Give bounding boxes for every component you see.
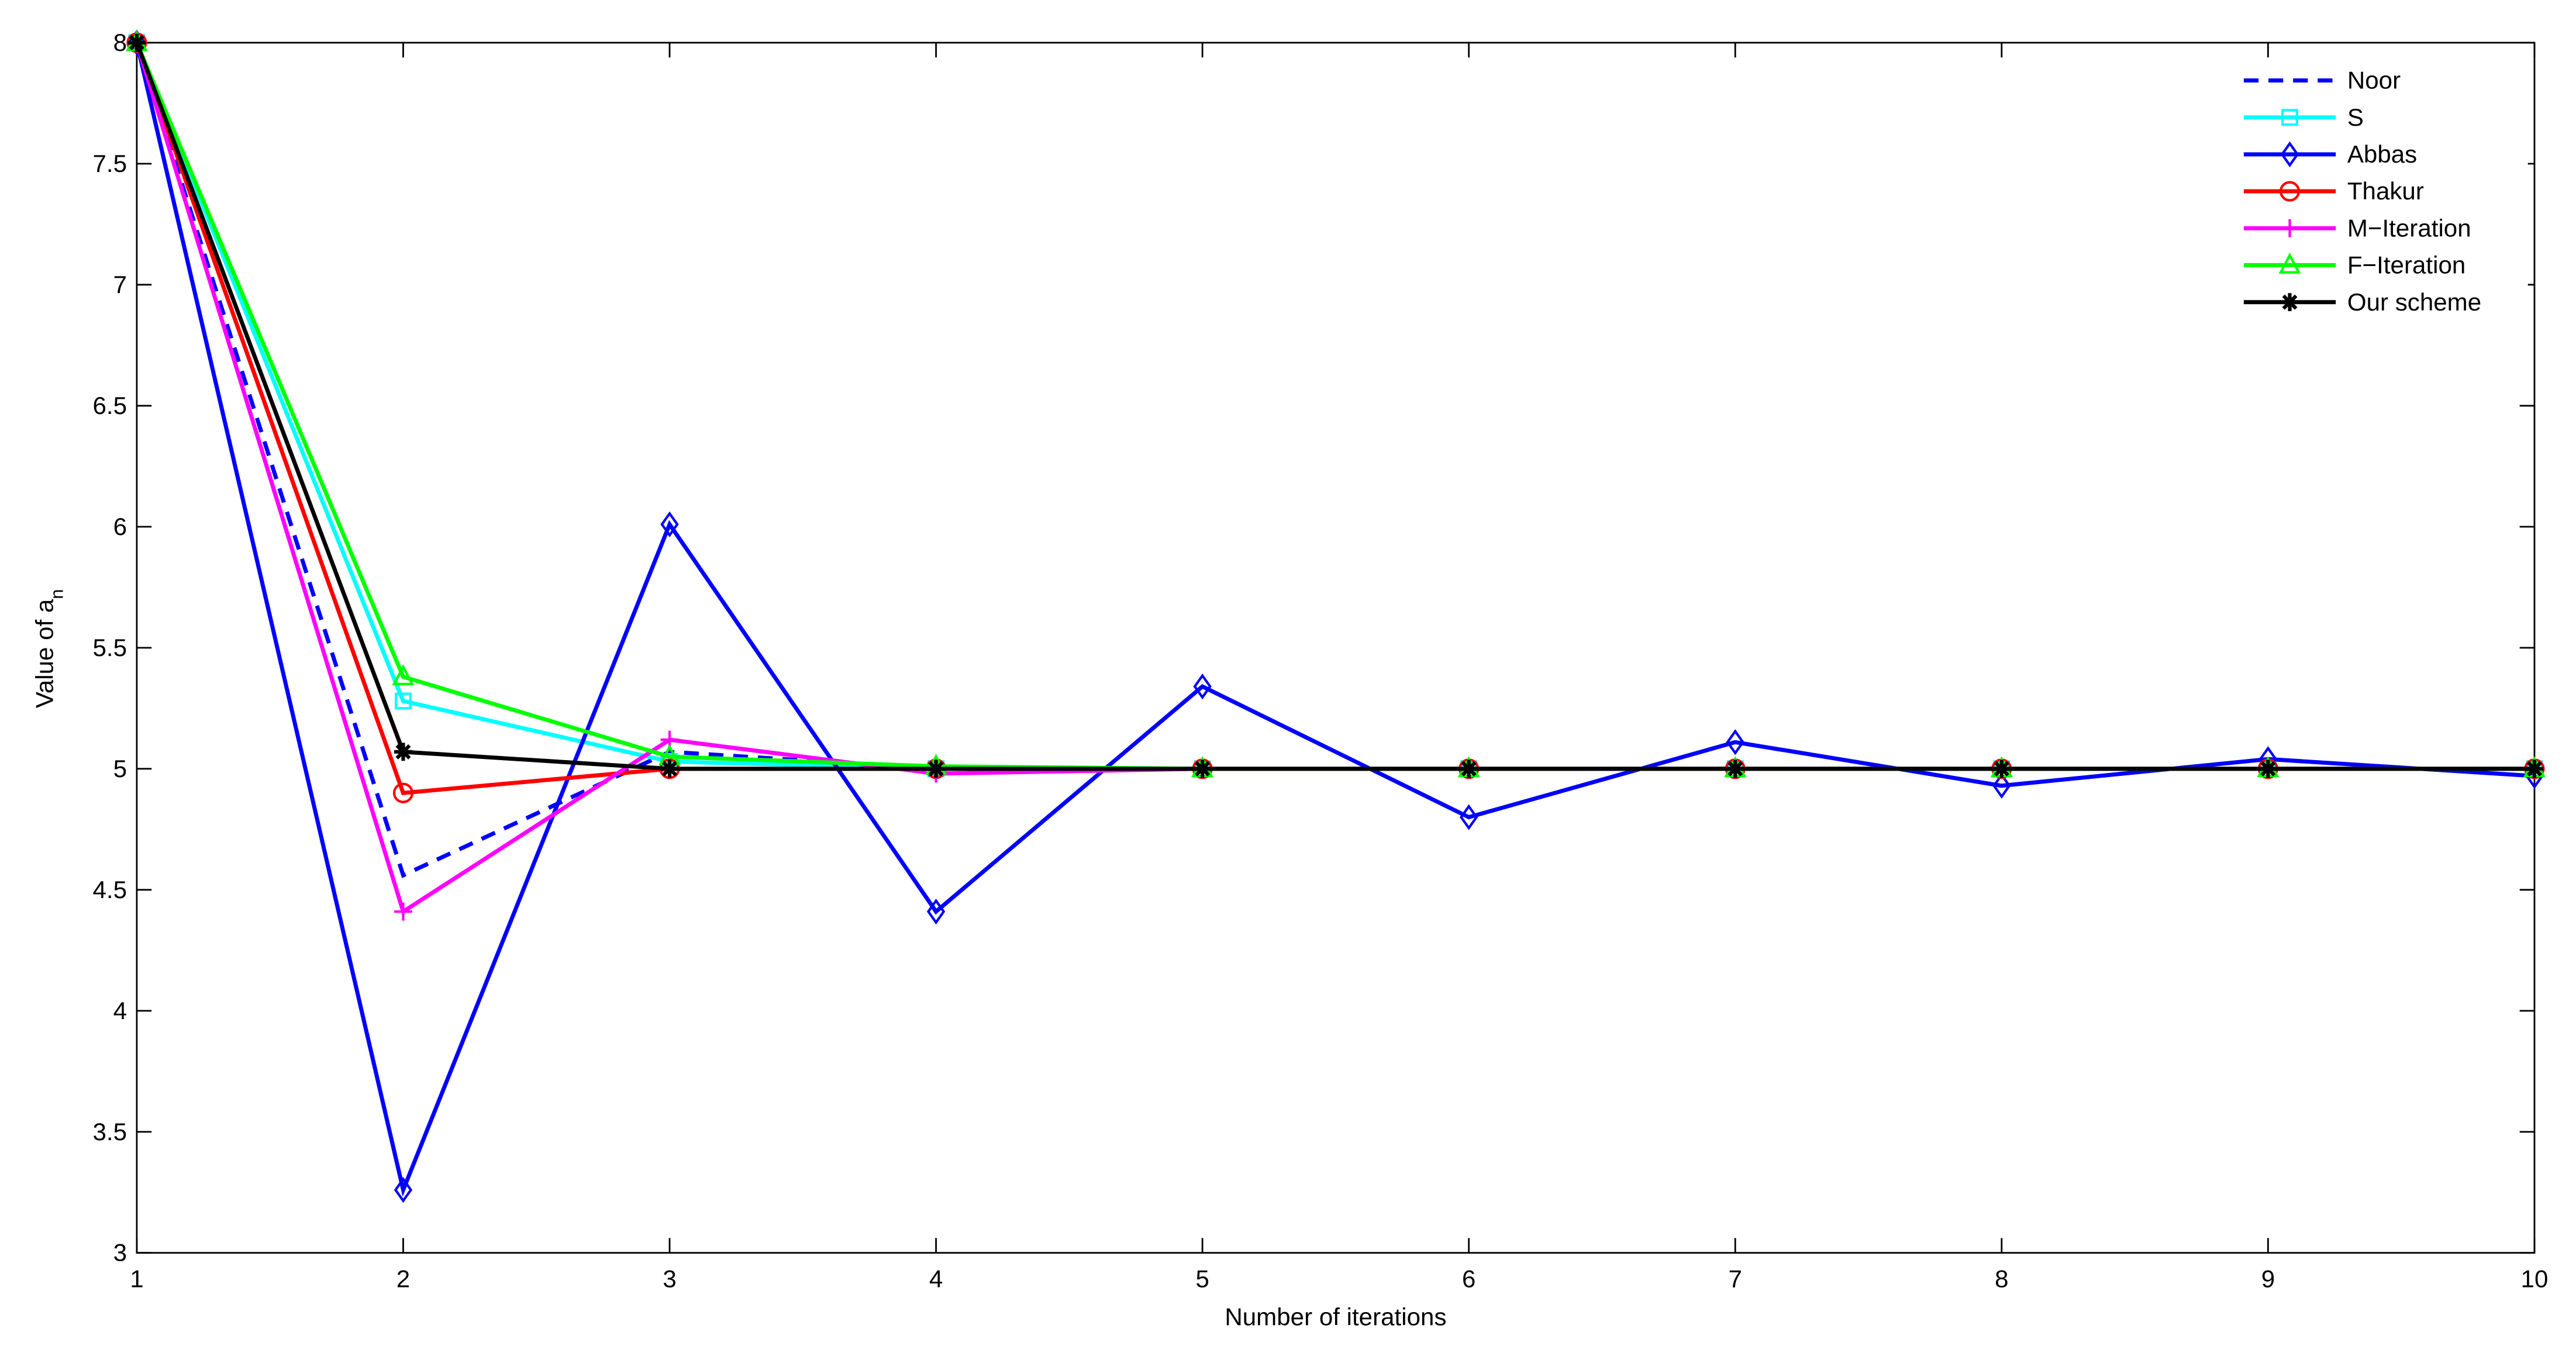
legend-entry: Thakur — [2243, 177, 2424, 205]
y-tick-label: 4 — [113, 997, 127, 1024]
legend-entry: Abbas — [2243, 140, 2417, 168]
y-tick-label: 6 — [113, 513, 127, 540]
x-tick-label: 8 — [1995, 1265, 2008, 1293]
legend-marker — [2281, 219, 2299, 237]
legend-label: M−Iteration — [2347, 214, 2471, 241]
x-tick-label: 7 — [1729, 1265, 1742, 1293]
y-axis-label: Value of an — [31, 589, 67, 708]
series-line — [135, 42, 2534, 771]
y-axis-label-subscript: n — [47, 589, 67, 599]
marker — [1460, 760, 1478, 778]
marker — [660, 511, 679, 537]
legend-box — [2229, 57, 2528, 330]
marker — [394, 902, 412, 921]
marker — [1460, 804, 1478, 830]
legend-marker — [2278, 253, 2301, 274]
marker — [1726, 729, 1744, 755]
y-tick-label: 5 — [113, 755, 127, 782]
marker — [926, 898, 946, 925]
marker — [927, 760, 946, 778]
series — [127, 33, 2544, 778]
x-tick-label: 9 — [2261, 1265, 2275, 1293]
marker — [1193, 760, 1212, 778]
legend-entry: M−Iteration — [2243, 214, 2471, 241]
x-tick-label: 2 — [396, 1265, 410, 1293]
y-tick-label: 5.5 — [93, 634, 127, 661]
legend-marker — [2281, 293, 2299, 312]
x-tick-label: 10 — [2521, 1265, 2549, 1293]
legend-entry: S — [2243, 103, 2364, 131]
marker — [2258, 760, 2277, 778]
y-tick-label: 8 — [113, 29, 127, 56]
legend-label: S — [2347, 103, 2364, 131]
marker — [392, 782, 414, 803]
x-tick-label: 5 — [1195, 1265, 1209, 1293]
marker — [1992, 772, 2011, 799]
legend-marker — [2280, 141, 2299, 168]
legend-marker — [2281, 109, 2298, 126]
series-line — [135, 42, 2535, 1197]
x-tick-label: 3 — [663, 1265, 676, 1293]
legend-label: Thakur — [2347, 177, 2424, 205]
y-tick-label: 3.5 — [93, 1118, 127, 1145]
legend-entry: F−Iteration — [2243, 251, 2465, 279]
y-tick-label: 3 — [113, 1239, 127, 1266]
x-tick-label: 1 — [130, 1265, 143, 1293]
legend-entry: Noor — [2243, 67, 2401, 94]
marker — [660, 760, 679, 778]
y-axis-label-main: Value of a — [31, 599, 58, 708]
marker — [1193, 673, 1212, 700]
legend-label: F−Iteration — [2347, 251, 2465, 279]
x-tick-label: 6 — [1462, 1265, 1475, 1293]
x-tick-label: 4 — [929, 1265, 943, 1293]
legend-label: Abbas — [2347, 140, 2417, 168]
legend-label: Noor — [2347, 67, 2401, 94]
marker — [395, 692, 412, 710]
legend-marker — [2279, 181, 2301, 202]
marker — [394, 1176, 413, 1203]
y-tick-label: 7 — [113, 271, 127, 298]
x-axis-label: Number of iterations — [1225, 1303, 1446, 1330]
marker — [1726, 760, 1744, 778]
marker — [394, 743, 412, 761]
y-tick-label: 4.5 — [93, 876, 127, 903]
marker — [392, 664, 415, 685]
marker — [127, 33, 146, 52]
y-tick-label: 7.5 — [93, 150, 127, 177]
marker — [1992, 760, 2011, 778]
y-tick-label: 6.5 — [93, 392, 127, 419]
legend-label: Our scheme — [2347, 288, 2481, 316]
legend-entry: Our scheme — [2243, 288, 2481, 316]
marker — [2525, 760, 2544, 778]
